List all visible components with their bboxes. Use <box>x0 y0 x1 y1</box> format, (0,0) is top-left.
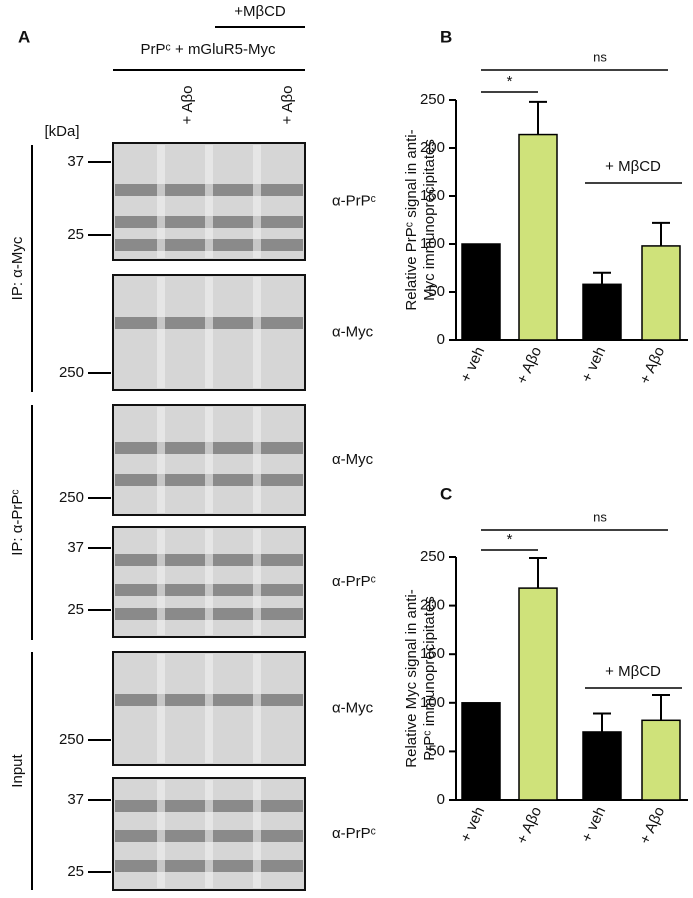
sig-label: * <box>507 73 513 90</box>
marker-label: 37 <box>67 153 84 170</box>
group-label: IP: α-Myc <box>9 236 26 300</box>
lane-gap <box>253 277 261 388</box>
y-axis-label: PrPᶜ immunoprecipitates <box>421 596 438 761</box>
bar <box>641 719 681 801</box>
y-axis-label: Relative Myc signal in anti- <box>403 589 420 767</box>
unit-label: [kDa] <box>44 123 79 140</box>
y-axis-label: Myc immunoprecipitates <box>421 139 438 301</box>
panel-label: B <box>440 27 452 46</box>
lane-gap <box>205 654 213 763</box>
marker-label: 25 <box>67 226 84 243</box>
group-label: Input <box>9 753 26 787</box>
lane-gap <box>253 407 261 513</box>
lane-gap <box>253 529 261 635</box>
treatment-label: +MβCD <box>234 3 286 20</box>
antibody-label: α-PrPᶜ <box>332 573 376 590</box>
lane-gap <box>157 277 165 388</box>
marker-label: 25 <box>67 863 84 880</box>
lane-label: + Aβo <box>279 85 296 124</box>
lane-gap <box>205 407 213 513</box>
group-label: IP: α-PrPᶜ <box>9 489 26 556</box>
y-tick-label: 250 <box>420 91 445 108</box>
y-axis-label: Relative PrPᶜ signal in anti- <box>403 129 420 310</box>
marker-label: 37 <box>67 539 84 556</box>
x-tick-label: + veh <box>457 344 488 385</box>
y-tick-label: 50 <box>428 283 445 300</box>
lane-gap <box>205 780 213 888</box>
lane-gap <box>157 407 165 513</box>
antibody-label: α-Myc <box>332 451 374 468</box>
lane-gap <box>157 654 165 763</box>
sig-label: * <box>507 531 513 548</box>
y-tick-label: 0 <box>437 791 445 808</box>
lane-gap <box>253 654 261 763</box>
antibody-label: α-PrPᶜ <box>332 192 376 209</box>
y-tick-label: 100 <box>420 694 445 711</box>
y-tick-label: 50 <box>428 742 445 759</box>
x-tick-label: + Aβo <box>636 344 668 387</box>
y-tick-label: 200 <box>420 139 445 156</box>
lane-gap <box>157 780 165 888</box>
x-tick-label: + Aβo <box>636 804 668 847</box>
antibody-label: α-Myc <box>332 323 374 340</box>
bar <box>582 283 622 341</box>
bar <box>518 587 558 801</box>
x-tick-label: + Aβo <box>513 804 545 847</box>
lane-gap <box>253 780 261 888</box>
panel-label: C <box>440 484 452 503</box>
bar <box>518 133 558 341</box>
lane-gap <box>205 145 213 258</box>
lane-gap <box>205 529 213 635</box>
marker-label: 25 <box>67 601 84 618</box>
marker-label: 250 <box>59 731 84 748</box>
bar <box>641 245 681 341</box>
transfection-label: PrPᶜ + mGluR5-Myc <box>141 41 276 58</box>
x-tick-label: + veh <box>578 804 609 845</box>
y-tick-label: 150 <box>420 187 445 204</box>
x-tick-label: + Aβo <box>513 344 545 387</box>
antibody-label: α-PrPᶜ <box>332 825 376 842</box>
lane-gap <box>253 145 261 258</box>
lane-label: + Aβo <box>179 85 196 124</box>
lane-gap <box>157 145 165 258</box>
y-tick-label: 250 <box>420 548 445 565</box>
panel-label: A <box>18 27 30 46</box>
ns-label: ns <box>593 509 607 524</box>
marker-label: 250 <box>59 489 84 506</box>
y-tick-label: 100 <box>420 235 445 252</box>
bar <box>461 243 501 341</box>
ns-label: ns <box>593 49 607 64</box>
lane-gap <box>157 529 165 635</box>
x-tick-label: + veh <box>457 804 488 845</box>
antibody-label: α-Myc <box>332 699 374 716</box>
treatment-label: + MβCD <box>605 663 661 680</box>
y-tick-label: 0 <box>437 331 445 348</box>
marker-label: 250 <box>59 364 84 381</box>
bar <box>582 731 622 801</box>
x-tick-label: + veh <box>578 344 609 385</box>
marker-label: 37 <box>67 791 84 808</box>
lane-gap <box>205 277 213 388</box>
y-tick-label: 150 <box>420 645 445 662</box>
treatment-label: + MβCD <box>605 158 661 175</box>
y-tick-label: 200 <box>420 597 445 614</box>
bar <box>461 702 501 801</box>
